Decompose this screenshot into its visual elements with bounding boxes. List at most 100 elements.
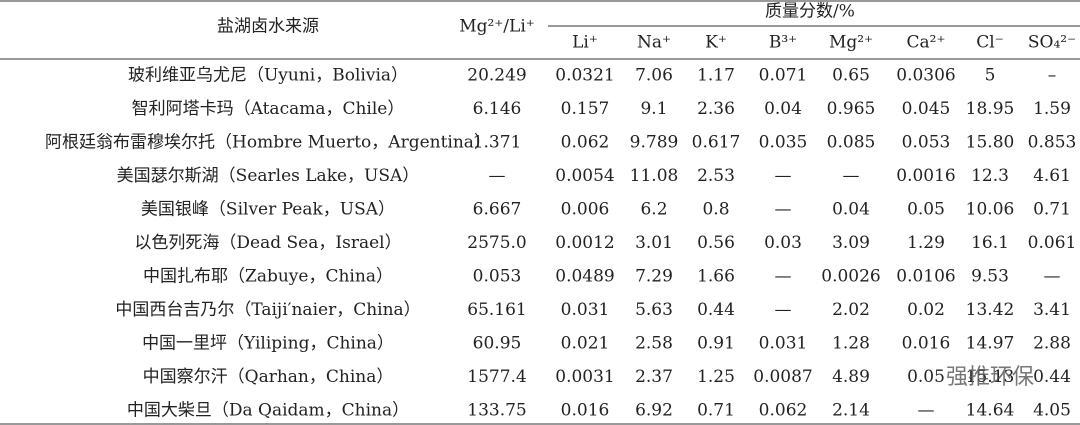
source-cell: 中国一里坪（Yiliping，China）: [142, 334, 394, 354]
value-cell: 14.64: [966, 401, 1015, 421]
column-header: Li⁺: [572, 33, 598, 53]
value-cell: 6.146: [473, 99, 522, 119]
value-cell: 0.062: [759, 401, 808, 421]
value-cell: 4.61: [1033, 166, 1071, 186]
value-cell: —: [775, 300, 792, 320]
value-cell: 0.853: [1028, 133, 1077, 153]
value-cell: 0.617: [692, 133, 741, 153]
source-cell: 中国察尔汗（Qarhan，China）: [143, 367, 394, 387]
value-cell: 6.667: [473, 200, 522, 220]
value-cell: 0.0054: [555, 166, 614, 186]
value-cell: 6.2: [640, 200, 667, 220]
value-cell: 18.95: [966, 99, 1015, 119]
value-cell: —: [489, 166, 506, 186]
table-body: Li⁺ Na⁺ K⁺ B³⁺ Mg²⁺ Ca²⁺ Cl⁻ SO₄²⁻ 玻利维亚乌尤尼（Uyuni…: [45, 33, 1076, 421]
value-cell: 0.44: [697, 300, 735, 320]
source-header: 盐湖卤水来源: [217, 17, 319, 37]
value-cell: 0.085: [827, 133, 876, 153]
value-cell: 0.061: [1028, 233, 1077, 253]
value-cell: 0.157: [561, 99, 610, 119]
value-cell: 0.0026: [821, 267, 880, 287]
value-cell: 2.36: [697, 99, 735, 119]
source-cell: 美国瑟尔斯湖（Searles Lake，USA）: [117, 166, 420, 186]
column-header: B³⁺: [769, 33, 797, 53]
source-cell: 中国扎布耶（Zabuye，China）: [143, 267, 393, 287]
value-cell: 0.71: [697, 401, 735, 421]
value-cell: 0.965: [827, 99, 876, 119]
value-cell: 3.09: [832, 233, 870, 253]
value-cell: 11.08: [630, 166, 679, 186]
value-cell: —: [775, 166, 792, 186]
value-cell: 7.06: [635, 66, 673, 86]
value-cell: 0.8: [702, 200, 729, 220]
value-cell: –: [1048, 66, 1057, 86]
value-cell: 65.161: [467, 300, 526, 320]
value-cell: 20.249: [467, 66, 526, 86]
value-cell: 0.0306: [896, 66, 955, 86]
value-cell: 4.89: [832, 367, 870, 387]
column-header: SO₄²⁻: [1028, 33, 1076, 53]
value-cell: 0.0489: [555, 267, 614, 287]
value-cell: 0.91: [697, 334, 735, 354]
value-cell: 60.95: [473, 334, 522, 354]
value-cell: 0.035: [759, 133, 808, 153]
value-cell: 0.04: [764, 99, 802, 119]
value-cell: —: [918, 401, 935, 421]
ratio-header: Mg²⁺/Li⁺: [459, 17, 535, 37]
value-cell: 0.0031: [555, 367, 614, 387]
value-cell: 0.44: [1033, 367, 1071, 387]
value-cell: 13.42: [966, 300, 1015, 320]
value-cell: 0.016: [561, 401, 610, 421]
source-cell: 玻利维亚乌尤尼（Uyuni，Bolivia）: [128, 66, 408, 86]
value-cell: 0.05: [907, 367, 945, 387]
value-cell: —: [1044, 267, 1061, 287]
value-cell: 1.28: [832, 334, 870, 354]
value-cell: 0.65: [832, 66, 870, 86]
value-cell: 9.789: [630, 133, 679, 153]
value-cell: 1.371: [473, 133, 522, 153]
value-cell: 2575.0: [467, 233, 526, 253]
source-cell: 中国西台吉乃尔（Taiji′naier，China）: [115, 300, 420, 320]
value-cell: 9.1: [640, 99, 667, 119]
value-cell: 2.37: [635, 367, 673, 387]
value-cell: 7.29: [635, 267, 673, 287]
value-cell: 0.03: [764, 233, 802, 253]
value-cell: 1.29: [907, 233, 945, 253]
value-cell: 10.06: [966, 200, 1015, 220]
watermark: 强推环保: [946, 365, 1034, 390]
value-cell: 0.02: [907, 300, 945, 320]
value-cell: 133.75: [467, 401, 526, 421]
value-cell: 4.05: [1033, 401, 1071, 421]
source-cell: 中国大柴旦（Da Qaidam，China）: [127, 401, 409, 421]
source-cell: 以色列死海（Dead Sea，Israel）: [134, 233, 401, 253]
value-cell: 0.0012: [555, 233, 614, 253]
value-cell: 2.88: [1033, 334, 1071, 354]
value-cell: 0.062: [561, 133, 610, 153]
value-cell: 0.0016: [896, 166, 955, 186]
value-cell: 5: [985, 66, 996, 86]
value-cell: 2.14: [832, 401, 870, 421]
value-cell: 0.0321: [555, 66, 614, 86]
value-cell: 3.01: [635, 233, 673, 253]
value-cell: 0.021: [561, 334, 610, 354]
value-cell: 0.006: [561, 200, 610, 220]
column-header: Ca²⁺: [907, 33, 946, 53]
value-cell: 0.05: [907, 200, 945, 220]
value-cell: 0.031: [561, 300, 610, 320]
value-cell: 12.3: [971, 166, 1009, 186]
value-cell: 2.58: [635, 334, 673, 354]
value-cell: 0.0106: [896, 267, 955, 287]
value-cell: 0.0087: [753, 367, 812, 387]
value-cell: 16.1: [971, 233, 1009, 253]
column-header: Cl⁻: [976, 33, 1003, 53]
group-header: 质量分数/%: [765, 2, 855, 22]
value-cell: 2.02: [832, 300, 870, 320]
source-cell: 美国银峰（Silver Peak，USA）: [141, 200, 395, 220]
value-cell: 1.17: [697, 66, 735, 86]
value-cell: 9.53: [971, 267, 1009, 287]
source-cell: 阿根廷翁布雷穆埃尔托（Hombre Muerto，Argentina）: [45, 133, 491, 153]
value-cell: 14.97: [966, 334, 1015, 354]
value-cell: —: [843, 166, 860, 186]
value-cell: 1.59: [1033, 99, 1071, 119]
value-cell: 5.63: [635, 300, 673, 320]
